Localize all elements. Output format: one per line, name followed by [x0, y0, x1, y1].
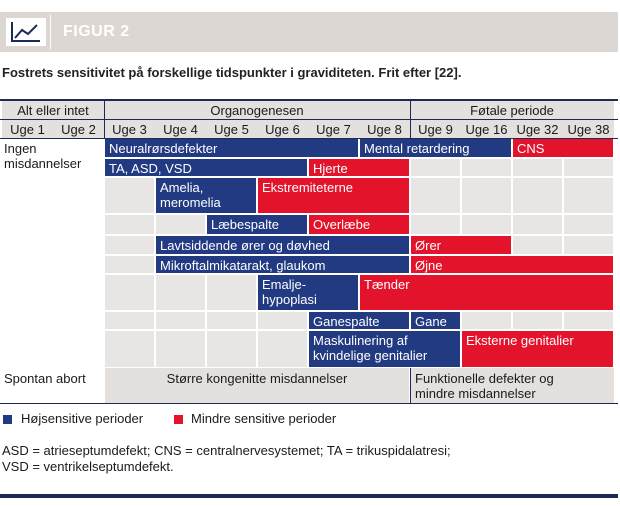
bar-ekstremiteterne: Ekstremiteterne — [258, 178, 409, 213]
grid-cell — [563, 235, 614, 255]
grid-cell — [563, 214, 614, 235]
header-mid-rule — [0, 119, 618, 120]
bar-ører: Ører — [411, 236, 511, 254]
bottom-cell-early — [2, 368, 104, 403]
grid-cell — [206, 311, 257, 330]
grid-cell — [461, 311, 512, 330]
period-header: Føtale periode — [410, 101, 614, 119]
week-header: Uge 3 — [104, 120, 155, 138]
bottom-row-divider — [410, 368, 411, 403]
grid-cell — [512, 177, 563, 214]
period-divider — [104, 101, 105, 138]
week-header: Uge 6 — [257, 120, 308, 138]
bar-læbespalte: Læbespalte — [207, 215, 307, 234]
bottom-organogenesis: Større kongenitte misdannelser — [105, 368, 409, 403]
bar-eksterne-genitalier: Eksterne genitalier — [462, 331, 613, 367]
grid-cell — [155, 311, 206, 330]
header-bottom-rule — [0, 138, 618, 139]
bar-maskulinering-af-kvindelige-genitalier: Maskulinering af kvindelige genitalier — [309, 331, 460, 367]
week-header: Uge 8 — [359, 120, 410, 138]
row-label-no-malformations: Ingen misdannelser — [4, 141, 82, 171]
grid-cell — [512, 158, 563, 177]
grid-cell — [563, 177, 614, 214]
week-header: Uge 32 — [512, 120, 563, 138]
grid-cell — [155, 214, 206, 235]
grid-cell — [206, 274, 257, 311]
grid-cell — [104, 214, 155, 235]
grid-cell — [155, 330, 206, 368]
bar-gane: Gane — [411, 312, 460, 329]
bar-mikroftalmikatarakt-glaukom: Mikroftalmikatarakt, glaukom — [156, 256, 409, 273]
grid-cell — [563, 158, 614, 177]
grid-cell — [410, 158, 461, 177]
bar-mental-retardering: Mental retardering — [360, 139, 511, 157]
bar-amelia-meromelia: Amelia, meromelia — [156, 178, 256, 213]
bar-hjerte: Hjerte — [309, 159, 409, 176]
bar-lavtsiddende-ører-og-døvhed: Lavtsiddende ører og døvhed — [156, 236, 409, 254]
grid-cell — [257, 311, 308, 330]
week-header: Uge 16 — [461, 120, 512, 138]
legend-low-label: Mindre sensitive perioder — [191, 411, 337, 426]
grid-cell — [461, 214, 512, 235]
bar-ganespalte: Ganespalte — [309, 312, 409, 329]
grid-cell — [461, 158, 512, 177]
grid-cell — [512, 311, 563, 330]
bottom-fetal: Funktionelle defekter og mindre misdanne… — [411, 368, 614, 403]
bar-cns: CNS — [513, 139, 613, 157]
chart-line-icon — [6, 18, 46, 46]
week-header: Uge 9 — [410, 120, 461, 138]
grid-cell — [104, 177, 155, 214]
grid-cell — [410, 214, 461, 235]
legend-low-swatch — [174, 415, 183, 424]
figure-label: FIGUR 2 — [63, 23, 130, 40]
abbreviations-note: ASD = atrieseptumdefekt; CNS = centralne… — [2, 443, 451, 474]
bar-ta-asd-vsd: TA, ASD, VSD — [105, 159, 307, 176]
week-header: Uge 7 — [308, 120, 359, 138]
grid-cell — [104, 311, 155, 330]
bar-øjne: Øjne — [411, 256, 613, 273]
week-header: Uge 5 — [206, 120, 257, 138]
table-bottom-rule — [0, 403, 618, 404]
week-header: Uge 2 — [53, 120, 104, 138]
figure-banner: FIGUR 2 — [0, 12, 618, 52]
grid-cell — [104, 330, 155, 368]
grid-cell — [461, 177, 512, 214]
grid-cell — [104, 235, 155, 255]
period-header: Alt eller intet — [2, 101, 104, 119]
grid-cell — [410, 177, 461, 214]
grid-cell — [206, 330, 257, 368]
week-header: Uge 38 — [563, 120, 614, 138]
grid-cell — [512, 235, 563, 255]
grid-cell — [563, 311, 614, 330]
banner-separator — [50, 15, 51, 49]
header-top-rule — [0, 99, 618, 101]
bar-overlæbe: Overlæbe — [309, 215, 409, 234]
period-header: Organogenesen — [104, 101, 410, 119]
legend-high-label: Højsensitive perioder — [21, 411, 144, 426]
week-header: Uge 1 — [2, 120, 53, 138]
grid-cell — [257, 330, 308, 368]
grid-cell — [104, 274, 155, 311]
bar-emalje-hypoplasi: Emalje- hypoplasi — [258, 275, 358, 310]
row-label-abortion: Spontan abort — [4, 371, 86, 386]
bar-neuralrørsdefekter: Neuralrørsdefekter — [105, 139, 358, 157]
week-header: Uge 4 — [155, 120, 206, 138]
period-divider — [410, 101, 411, 138]
bar-tænder: Tænder — [360, 275, 613, 310]
grid-cell — [155, 274, 206, 311]
grid-cell — [104, 255, 155, 274]
legend-high-swatch — [3, 415, 12, 424]
figure-caption: Fostrets sensitivitet på forskellige tid… — [2, 65, 462, 80]
footer-rule — [0, 494, 618, 498]
grid-cell — [512, 214, 563, 235]
